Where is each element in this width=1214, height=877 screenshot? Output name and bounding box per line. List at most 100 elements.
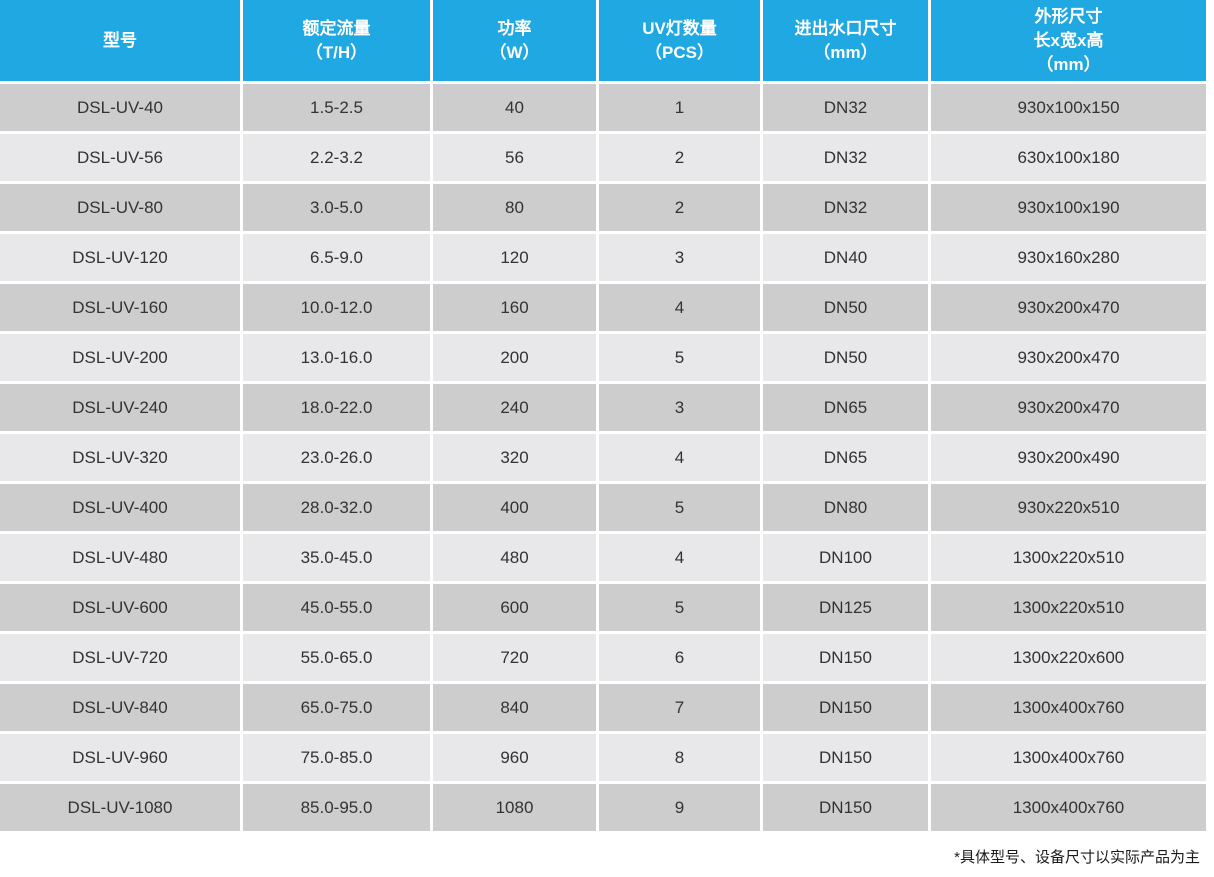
- cell-flow: 1.5-2.5: [243, 84, 430, 131]
- cell-flow: 13.0-16.0: [243, 334, 430, 381]
- cell-lamps: 2: [599, 184, 760, 231]
- cell-model: DSL-UV-960: [0, 734, 240, 781]
- cell-flow: 28.0-32.0: [243, 484, 430, 531]
- cell-model: DSL-UV-40: [0, 84, 240, 131]
- cell-lamps: 4: [599, 534, 760, 581]
- cell-model: DSL-UV-320: [0, 434, 240, 481]
- table-row: DSL-UV-320 23.0-26.0 320 4 DN65 930x200x490: [0, 434, 1206, 481]
- cell-lamps: 3: [599, 234, 760, 281]
- cell-power: 480: [433, 534, 596, 581]
- cell-model: DSL-UV-160: [0, 284, 240, 331]
- cell-dims: 930x160x280: [931, 234, 1206, 281]
- cell-model: DSL-UV-120: [0, 234, 240, 281]
- cell-model: DSL-UV-200: [0, 334, 240, 381]
- cell-port: DN150: [763, 634, 928, 681]
- table-row: DSL-UV-1080 85.0-95.0 1080 9 DN150 1300x400x7…: [0, 784, 1206, 831]
- cell-lamps: 5: [599, 584, 760, 631]
- cell-lamps: 8: [599, 734, 760, 781]
- table-row: DSL-UV-56 2.2-3.2 56 2 DN32 630x100x180: [0, 134, 1206, 181]
- table-header-row: 型号 额定流量 （T/H） 功率 （W） UV灯数量 （PCS） 进出水口尺寸 …: [0, 0, 1206, 81]
- cell-dims: 630x100x180: [931, 134, 1206, 181]
- column-header-port-size: 进出水口尺寸 （mm）: [763, 0, 928, 81]
- cell-dims: 930x220x510: [931, 484, 1206, 531]
- cell-power: 120: [433, 234, 596, 281]
- cell-port: DN32: [763, 134, 928, 181]
- cell-flow: 45.0-55.0: [243, 584, 430, 631]
- cell-port: DN150: [763, 784, 928, 831]
- table-row: DSL-UV-160 10.0-12.0 160 4 DN50 930x200x470: [0, 284, 1206, 331]
- cell-power: 720: [433, 634, 596, 681]
- cell-power: 240: [433, 384, 596, 431]
- cell-dims: 1300x220x510: [931, 534, 1206, 581]
- cell-power: 1080: [433, 784, 596, 831]
- cell-port: DN100: [763, 534, 928, 581]
- cell-flow: 35.0-45.0: [243, 534, 430, 581]
- column-header-dimensions: 外形尺寸 长x宽x高 （mm）: [931, 0, 1206, 81]
- cell-flow: 85.0-95.0: [243, 784, 430, 831]
- table-row: DSL-UV-600 45.0-55.0 600 5 DN125 1300x220x510: [0, 584, 1206, 631]
- cell-dims: 930x100x150: [931, 84, 1206, 131]
- cell-port: DN50: [763, 284, 928, 331]
- cell-dims: 930x200x470: [931, 384, 1206, 431]
- table-row: DSL-UV-40 1.5-2.5 40 1 DN32 930x100x150: [0, 84, 1206, 131]
- cell-power: 200: [433, 334, 596, 381]
- column-header-rated-flow: 额定流量 （T/H）: [243, 0, 430, 81]
- cell-dims: 1300x400x760: [931, 684, 1206, 731]
- cell-power: 160: [433, 284, 596, 331]
- column-header-uv-lamp-qty: UV灯数量 （PCS）: [599, 0, 760, 81]
- cell-model: DSL-UV-80: [0, 184, 240, 231]
- cell-port: DN32: [763, 184, 928, 231]
- cell-lamps: 9: [599, 784, 760, 831]
- cell-port: DN65: [763, 434, 928, 481]
- cell-port: DN32: [763, 84, 928, 131]
- cell-power: 840: [433, 684, 596, 731]
- cell-power: 400: [433, 484, 596, 531]
- cell-flow: 65.0-75.0: [243, 684, 430, 731]
- cell-flow: 6.5-9.0: [243, 234, 430, 281]
- cell-flow: 23.0-26.0: [243, 434, 430, 481]
- cell-port: DN80: [763, 484, 928, 531]
- table-row: DSL-UV-80 3.0-5.0 80 2 DN32 930x100x190: [0, 184, 1206, 231]
- table-row: DSL-UV-480 35.0-45.0 480 4 DN100 1300x220x510: [0, 534, 1206, 581]
- cell-dims: 930x200x470: [931, 334, 1206, 381]
- cell-port: DN40: [763, 234, 928, 281]
- cell-flow: 3.0-5.0: [243, 184, 430, 231]
- table-row: DSL-UV-720 55.0-65.0 720 6 DN150 1300x220x600: [0, 634, 1206, 681]
- cell-flow: 10.0-12.0: [243, 284, 430, 331]
- cell-dims: 930x200x470: [931, 284, 1206, 331]
- cell-power: 320: [433, 434, 596, 481]
- column-header-model: 型号: [0, 0, 240, 81]
- table-row: DSL-UV-240 18.0-22.0 240 3 DN65 930x200x470: [0, 384, 1206, 431]
- cell-lamps: 2: [599, 134, 760, 181]
- product-spec-table: 型号 额定流量 （T/H） 功率 （W） UV灯数量 （PCS） 进出水口尺寸 …: [0, 0, 1206, 831]
- table-row: DSL-UV-960 75.0-85.0 960 8 DN150 1300x400x760: [0, 734, 1206, 781]
- cell-flow: 55.0-65.0: [243, 634, 430, 681]
- cell-power: 80: [433, 184, 596, 231]
- cell-power: 960: [433, 734, 596, 781]
- cell-dims: 1300x220x600: [931, 634, 1206, 681]
- cell-port: DN150: [763, 684, 928, 731]
- cell-dims: 1300x400x760: [931, 734, 1206, 781]
- cell-lamps: 7: [599, 684, 760, 731]
- cell-dims: 1300x400x760: [931, 784, 1206, 831]
- cell-lamps: 4: [599, 284, 760, 331]
- cell-lamps: 5: [599, 334, 760, 381]
- table-row: DSL-UV-400 28.0-32.0 400 5 DN80 930x220x510: [0, 484, 1206, 531]
- cell-model: DSL-UV-720: [0, 634, 240, 681]
- table-row: DSL-UV-840 65.0-75.0 840 7 DN150 1300x400x760: [0, 684, 1206, 731]
- table-row: DSL-UV-200 13.0-16.0 200 5 DN50 930x200x470: [0, 334, 1206, 381]
- cell-port: DN125: [763, 584, 928, 631]
- cell-model: DSL-UV-480: [0, 534, 240, 581]
- column-header-power: 功率 （W）: [433, 0, 596, 81]
- footnote: *具体型号、设备尺寸以实际产品为主: [954, 849, 1200, 866]
- cell-model: DSL-UV-1080: [0, 784, 240, 831]
- cell-model: DSL-UV-240: [0, 384, 240, 431]
- table-row: DSL-UV-120 6.5-9.0 120 3 DN40 930x160x280: [0, 234, 1206, 281]
- cell-lamps: 3: [599, 384, 760, 431]
- table-body: DSL-UV-40 1.5-2.5 40 1 DN32 930x100x150 DSL-UV…: [0, 84, 1206, 831]
- cell-flow: 75.0-85.0: [243, 734, 430, 781]
- cell-lamps: 5: [599, 484, 760, 531]
- cell-dims: 930x200x490: [931, 434, 1206, 481]
- cell-flow: 18.0-22.0: [243, 384, 430, 431]
